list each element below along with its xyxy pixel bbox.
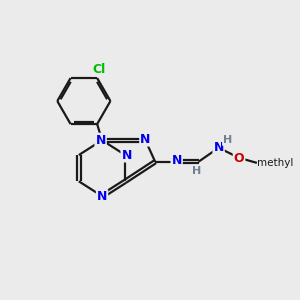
- Text: N: N: [122, 148, 132, 161]
- Text: H: H: [193, 166, 202, 176]
- Text: methyl: methyl: [257, 158, 294, 168]
- Text: H: H: [223, 135, 232, 145]
- Text: O: O: [234, 152, 244, 165]
- Text: Cl: Cl: [92, 63, 105, 76]
- Text: N: N: [172, 154, 182, 167]
- Text: N: N: [140, 133, 151, 146]
- Text: N: N: [213, 141, 224, 154]
- Text: N: N: [97, 190, 107, 203]
- Text: N: N: [95, 134, 106, 147]
